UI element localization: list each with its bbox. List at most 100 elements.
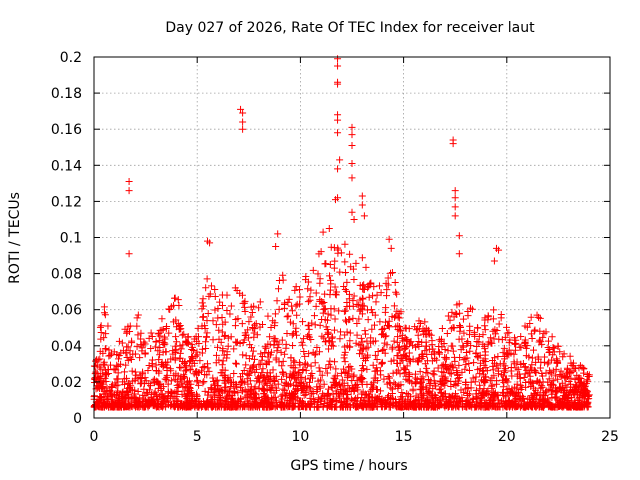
y-tick-label: 0.1 xyxy=(60,231,82,247)
data-point xyxy=(495,320,503,328)
data-point xyxy=(287,354,295,362)
data-point xyxy=(216,298,224,306)
data-point xyxy=(460,329,468,337)
data-point xyxy=(431,391,439,399)
data-point xyxy=(325,337,333,345)
data-point xyxy=(329,342,337,350)
data-point xyxy=(330,326,338,334)
data-point xyxy=(198,299,206,307)
data-point xyxy=(423,402,431,410)
data-point xyxy=(462,403,470,411)
data-point xyxy=(261,395,269,403)
data-point xyxy=(320,298,328,306)
data-point xyxy=(241,307,249,315)
data-point xyxy=(563,366,571,374)
data-point xyxy=(127,356,135,364)
data-point xyxy=(334,55,342,63)
data-point xyxy=(200,378,208,386)
data-point xyxy=(136,354,144,362)
data-point xyxy=(196,397,204,405)
data-point xyxy=(224,342,232,350)
data-point xyxy=(542,388,550,396)
data-point xyxy=(543,398,551,406)
data-point xyxy=(398,355,406,363)
data-point xyxy=(425,345,433,353)
data-point xyxy=(385,317,393,325)
data-point xyxy=(359,375,367,383)
data-point xyxy=(460,388,468,396)
data-point xyxy=(187,388,195,396)
data-point xyxy=(357,334,365,342)
data-point xyxy=(296,403,304,411)
data-point xyxy=(177,345,185,353)
data-point xyxy=(494,370,502,378)
data-point xyxy=(375,282,383,290)
data-point xyxy=(513,380,521,388)
data-point xyxy=(282,344,290,352)
data-point xyxy=(237,373,245,381)
data-point xyxy=(396,346,404,354)
data-point xyxy=(439,394,447,402)
data-point xyxy=(341,285,349,293)
data-point xyxy=(583,387,591,395)
data-point xyxy=(341,369,349,377)
data-point xyxy=(316,296,324,304)
data-point xyxy=(548,333,556,341)
data-point xyxy=(486,377,494,385)
data-point xyxy=(167,355,175,363)
data-point xyxy=(306,296,314,304)
data-point xyxy=(440,368,448,376)
data-point xyxy=(218,291,226,299)
data-point xyxy=(124,391,132,399)
data-point xyxy=(510,358,518,366)
data-point xyxy=(262,344,270,352)
data-point xyxy=(453,311,461,319)
data-point xyxy=(175,302,183,310)
data-point xyxy=(164,380,172,388)
data-point xyxy=(174,402,182,410)
data-point xyxy=(147,329,155,337)
data-point xyxy=(476,351,484,359)
data-point xyxy=(348,208,356,216)
data-point xyxy=(368,401,376,409)
data-point xyxy=(511,398,519,406)
data-point xyxy=(386,400,394,408)
data-point xyxy=(414,331,422,339)
data-point xyxy=(101,345,109,353)
data-point xyxy=(214,304,222,312)
data-point xyxy=(391,278,399,286)
data-point xyxy=(583,401,591,409)
data-point xyxy=(201,403,209,411)
data-point xyxy=(131,368,139,376)
data-point xyxy=(331,257,339,265)
data-point xyxy=(330,374,338,382)
data-point xyxy=(559,353,567,361)
data-point xyxy=(234,400,242,408)
data-point xyxy=(326,395,334,403)
data-point xyxy=(449,140,457,148)
data-point xyxy=(415,354,423,362)
data-point xyxy=(246,403,254,411)
data-point xyxy=(113,361,121,369)
data-point xyxy=(360,286,368,294)
data-point xyxy=(426,398,434,406)
data-point xyxy=(533,378,541,386)
data-point xyxy=(523,323,531,331)
data-point xyxy=(227,302,235,310)
data-point xyxy=(527,330,535,338)
data-point xyxy=(334,62,342,70)
data-point xyxy=(458,394,466,402)
data-point xyxy=(133,322,141,330)
data-point xyxy=(158,390,166,398)
data-point xyxy=(108,350,116,358)
data-point xyxy=(120,368,128,376)
data-point xyxy=(499,349,507,357)
data-point xyxy=(387,269,395,277)
data-point xyxy=(451,187,459,195)
data-point xyxy=(156,400,164,408)
data-point xyxy=(120,375,128,383)
x-tick-label: 5 xyxy=(193,429,202,445)
data-point xyxy=(299,318,307,326)
data-point xyxy=(173,381,181,389)
data-point xyxy=(539,333,547,341)
